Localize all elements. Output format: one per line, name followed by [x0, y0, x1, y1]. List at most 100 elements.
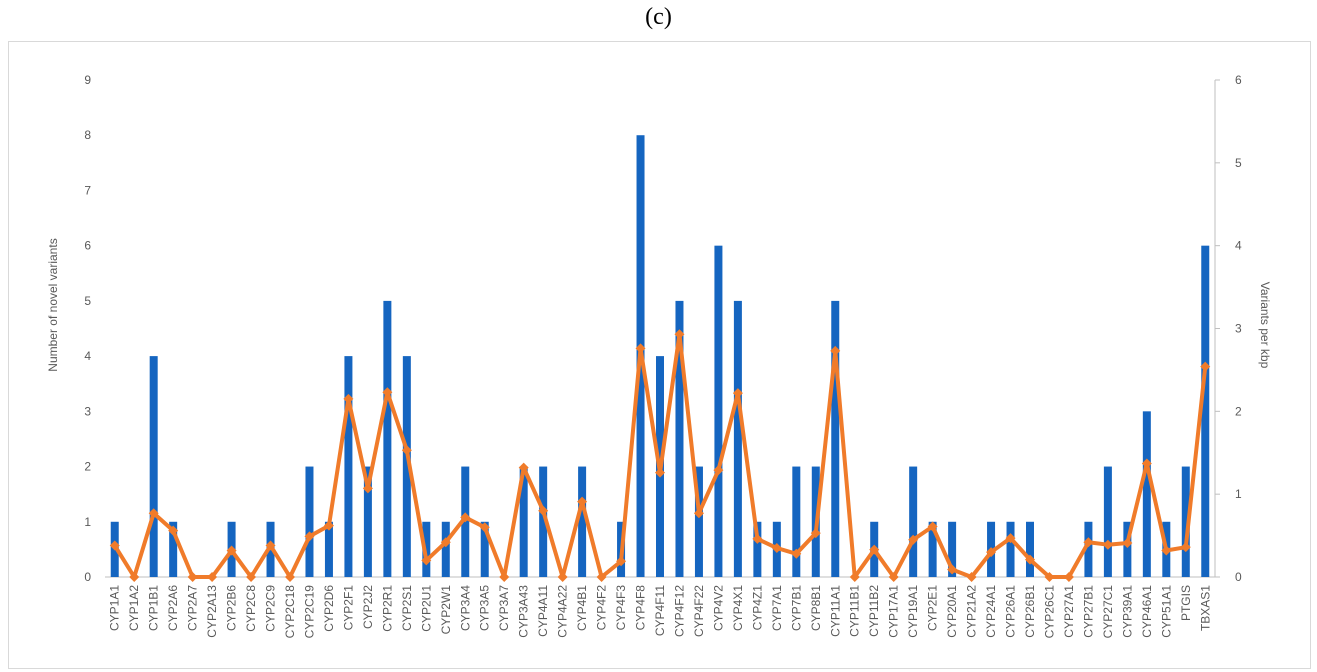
y-tick-label: 5: [84, 294, 91, 308]
bar: [363, 466, 372, 577]
x-tick-label: CYP7A1: [770, 585, 784, 631]
x-tick-label: CYP4A11: [536, 585, 550, 637]
y2-axis-title: Variants per kbp: [1258, 282, 1272, 369]
bar: [675, 300, 684, 577]
bar: [733, 300, 742, 577]
line-point: [499, 572, 510, 582]
bar: [1123, 521, 1132, 577]
x-tick-label: CYP2A6: [166, 585, 180, 631]
bar: [149, 356, 158, 577]
x-tick-label: CYP24A1: [984, 585, 998, 638]
x-tick-label: CYP2C18: [283, 585, 297, 639]
x-tick-label: CYP26C1: [1042, 585, 1056, 639]
x-tick-label: CYP2B6: [225, 585, 239, 631]
bar: [344, 356, 353, 577]
line-point: [343, 393, 354, 404]
line-point: [1180, 542, 1191, 553]
bar: [753, 521, 762, 577]
line-point: [908, 534, 919, 545]
line-point: [538, 505, 549, 516]
bar: [383, 300, 392, 577]
x-tick-label: CYP2A13: [205, 585, 219, 638]
line-point: [557, 572, 568, 582]
line-point: [1063, 572, 1074, 582]
x-tick-label: CYP4F11: [653, 585, 667, 636]
bar: [1084, 521, 1093, 577]
line-point: [460, 512, 471, 523]
x-tick-label: CYP20A1: [945, 585, 959, 638]
line-point: [265, 540, 276, 551]
y2-tick-label: 6: [1235, 73, 1242, 87]
line-point: [1161, 545, 1172, 556]
x-tick-label: CYP4F2: [595, 585, 609, 631]
line-point: [810, 528, 821, 539]
bar: [480, 521, 489, 577]
x-tick-label: CYP2E1: [926, 585, 940, 631]
x-tick-label: CYP51A1: [1159, 585, 1173, 638]
x-tick-label: CYP39A1: [1120, 585, 1134, 638]
y2-tick-label: 4: [1235, 239, 1242, 253]
line-point: [616, 556, 627, 567]
x-tick-label: CYP11A1: [828, 585, 842, 637]
line-point: [109, 540, 120, 551]
bar: [305, 466, 314, 577]
x-tick-label: CYP8B1: [809, 585, 823, 631]
line-point: [129, 572, 140, 582]
bar: [441, 521, 450, 577]
bar: [792, 466, 801, 577]
x-tick-label: CYP2R1: [380, 585, 394, 632]
x-tick-label: CYP2W1: [439, 585, 453, 635]
bar: [402, 356, 411, 577]
line-point: [869, 544, 880, 555]
x-tick-label: TBXAS1: [1198, 585, 1212, 631]
line-point: [1083, 537, 1094, 548]
bar: [1142, 411, 1151, 577]
x-tick-label: CYP3A7: [497, 585, 511, 631]
line-point: [148, 508, 159, 519]
line-point: [791, 548, 802, 559]
bar: [324, 521, 333, 577]
y-tick-label: 7: [84, 183, 91, 197]
x-tick-label: CYP11B1: [848, 585, 862, 637]
line-series: [109, 329, 1211, 582]
y-tick-label: 9: [84, 73, 91, 87]
y-tick-label: 8: [84, 128, 91, 142]
line-point: [986, 547, 997, 558]
bar: [1006, 521, 1015, 577]
x-tick-label: CYP4F22: [692, 585, 706, 637]
bar: [694, 466, 703, 577]
line-point: [947, 564, 958, 575]
line-point: [752, 533, 763, 544]
bar: [1181, 466, 1190, 577]
x-tick-label: CYP3A4: [458, 585, 472, 631]
bar: [1103, 466, 1112, 577]
bar: [519, 466, 528, 577]
line-point: [285, 572, 295, 582]
x-tick-label: CYP1A1: [108, 585, 122, 631]
x-tick-label: CYP4Z1: [750, 585, 764, 631]
bar: [714, 245, 723, 577]
panel-label: (c): [645, 4, 672, 30]
bar: [909, 466, 918, 577]
x-tick-label: CYP1A2: [127, 585, 141, 631]
line-point: [421, 555, 432, 566]
line-point: [771, 543, 782, 554]
x-tick-label: CYP2C9: [264, 585, 278, 632]
y2-tick-label: 1: [1235, 487, 1242, 501]
line-point: [635, 343, 646, 354]
x-tick-label: CYP27C1: [1101, 585, 1115, 639]
x-tick-label: CYP2D6: [322, 585, 336, 632]
line-point: [323, 520, 334, 531]
line-point: [927, 521, 938, 532]
line-point: [1200, 361, 1211, 372]
line-point: [518, 462, 529, 473]
x-tick-label: CYP2A7: [186, 585, 200, 631]
bar-series: [110, 135, 1210, 577]
bar: [169, 521, 178, 577]
line-point: [1122, 538, 1133, 549]
x-tick-label: CYP1B1: [147, 585, 161, 631]
bar: [1026, 521, 1034, 577]
chart-frame: [8, 41, 1311, 669]
line-point: [440, 537, 451, 548]
